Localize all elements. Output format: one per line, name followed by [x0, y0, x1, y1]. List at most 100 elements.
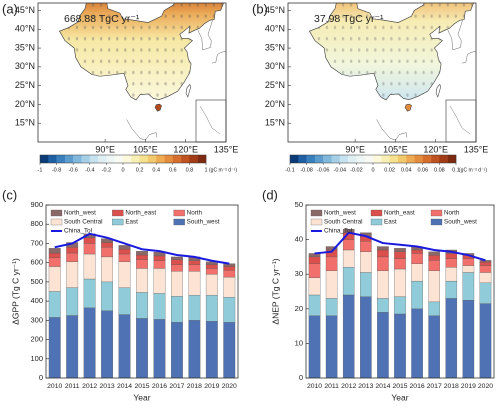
bar-segment: [325, 315, 338, 379]
x-tick-label: 2012: [82, 383, 97, 390]
y-tick-label: 500: [30, 277, 43, 286]
y-tick-label: 40: [295, 235, 303, 244]
bar-segment: [48, 266, 61, 292]
colorbar-segment: [164, 155, 173, 163]
colorbar-segment: [197, 155, 207, 163]
colorbar-segment: [422, 155, 432, 163]
bar-segment: [394, 251, 406, 259]
x-tick-label: 105°E: [383, 144, 408, 154]
bar-segment: [188, 271, 201, 296]
bar-segment: [360, 272, 372, 297]
bar-segment: [66, 315, 79, 379]
colorbar-segment: [123, 155, 132, 163]
bar-segment: [83, 243, 96, 255]
x-tick-label: 90°E: [345, 144, 365, 154]
x-tick-label: 120°E: [173, 144, 198, 154]
bar-segment: [428, 315, 440, 379]
bar-segment: [170, 322, 183, 379]
bar-segment: [188, 260, 201, 265]
y-tick-label: 20: [295, 304, 303, 313]
legend-swatch: [50, 209, 63, 217]
legend-label: North: [187, 210, 203, 217]
colorbar-tick-label: -0.2: [102, 167, 111, 173]
bar-segment: [325, 256, 338, 271]
bar-segment: [223, 263, 236, 267]
inset-coast: [449, 105, 471, 135]
colorbar-segment: [397, 155, 407, 163]
bar-segment: [342, 267, 355, 296]
map-labels: (a) 668.88 TgC yr⁻¹ 45°N 40°N 35°N 30°N 25°N 20…: [2, 1, 238, 173]
bar-segment: [188, 264, 201, 272]
colorbar-unit: (gC m⁻² d⁻¹): [459, 167, 487, 173]
bar-segment: [377, 270, 389, 299]
bar-segment: [428, 301, 440, 316]
bar-segment: [360, 241, 372, 252]
bar-segment: [48, 317, 61, 379]
colorbar-segment: [106, 155, 115, 163]
y-tick-label: 20°N: [265, 99, 285, 109]
bar-segment: [394, 268, 406, 297]
x-tick-label: 2013: [358, 383, 373, 390]
legend-swatch: [370, 209, 383, 217]
legend-swatch: [50, 218, 63, 226]
bar-segment: [377, 298, 389, 313]
colorbar-unit: (gC m⁻² d⁻¹): [209, 167, 237, 173]
bar-segment: [118, 287, 131, 315]
bar-segment: [462, 258, 475, 266]
bar-segment: [48, 248, 61, 254]
colorbar-tick-label: -0.8: [52, 167, 61, 173]
inset-coast: [199, 105, 221, 135]
bar-segment: [136, 254, 148, 260]
colorbar-segment: [339, 155, 349, 163]
x-tick-label: 105°E: [133, 144, 158, 154]
inset-box: [195, 99, 227, 143]
colorbar-tick-label: -0.06: [317, 167, 330, 173]
plot-frame: [45, 204, 239, 379]
bar-segment: [394, 248, 406, 252]
bar-segment: [153, 319, 166, 379]
bar-segment: [325, 298, 338, 316]
bar-segment: [205, 268, 218, 275]
bar-segment: [377, 312, 389, 379]
bar-segment: [462, 265, 475, 273]
bar-segment: [308, 294, 321, 316]
bar-segment: [308, 277, 321, 296]
y-tick-label: 30°N: [15, 61, 35, 71]
bar-segment: [118, 314, 131, 379]
x-tick-label: 2010: [307, 383, 322, 390]
colorbar-segment: [40, 155, 49, 163]
colorbar-segment: [64, 155, 74, 163]
bar-segment: [118, 249, 131, 255]
legend-label: South Central: [64, 219, 103, 226]
bar-segment: [377, 249, 389, 258]
bar-segment: [170, 296, 183, 323]
map-panel: [287, 2, 477, 143]
bar-segment: [101, 310, 114, 379]
y-tick-label: 800: [30, 219, 43, 228]
bar-segment: [205, 295, 218, 322]
bar-segment: [411, 280, 423, 309]
legend-label: South Central: [324, 219, 363, 226]
colorbar-segment: [389, 155, 399, 163]
bar-segment: [118, 253, 131, 262]
y-tick-label: 25°N: [265, 80, 285, 90]
colorbar-segment: [323, 155, 332, 163]
legend-swatch: [310, 218, 323, 226]
bar-segment: [394, 313, 406, 379]
y-tick-label: 50: [295, 200, 303, 209]
y-tick-label: 600: [30, 258, 43, 267]
x-tick-label: 2016: [152, 383, 167, 390]
x-tick-label: 2016: [410, 383, 425, 390]
inset-box: [445, 99, 477, 143]
bar-segment: [153, 293, 166, 320]
bar-segment: [101, 256, 114, 283]
legend-label: North_east: [384, 210, 415, 217]
colorbar-segment: [356, 155, 365, 163]
x-tick-label: 2017: [427, 383, 442, 390]
bar-segment: [223, 322, 236, 379]
bar-segment: [411, 249, 423, 254]
colorbar-segment: [290, 155, 299, 163]
bar-segment: [411, 308, 423, 379]
